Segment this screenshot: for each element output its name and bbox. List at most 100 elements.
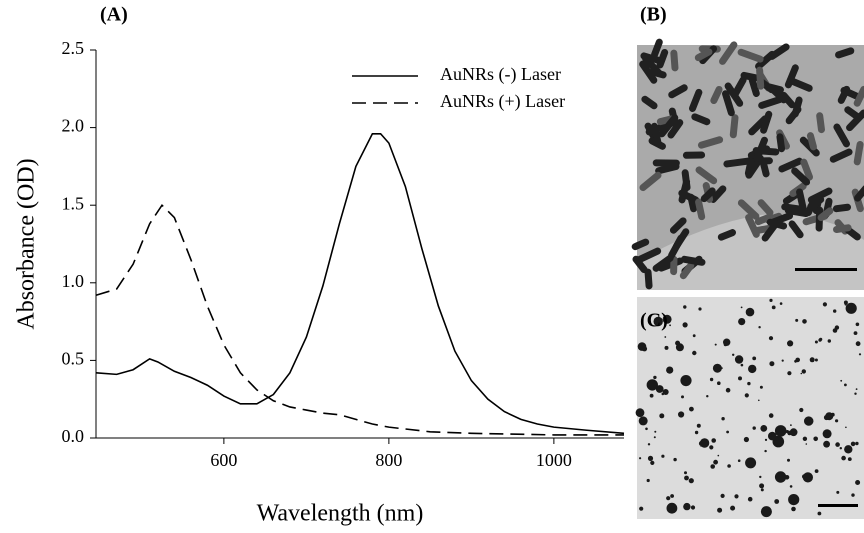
nanoparticle [738, 318, 746, 326]
nanorod [781, 203, 807, 214]
nanoparticle [817, 511, 822, 516]
panel-label: (A) [100, 4, 128, 26]
legend-label: AuNRs (+) Laser [440, 91, 565, 112]
y-tick-label: 1.0 [62, 271, 85, 291]
nanoparticle [790, 424, 792, 426]
nanorod [816, 112, 825, 134]
nanorod [691, 113, 711, 126]
nanoparticle [647, 455, 654, 461]
nanoparticle [664, 345, 669, 350]
nanorod [791, 167, 811, 186]
nanorod [766, 218, 788, 230]
nanoparticle [686, 376, 691, 381]
nanoparticle [774, 499, 780, 504]
nanoparticle [666, 502, 678, 514]
nanorod [835, 47, 855, 59]
nanoparticle [850, 441, 856, 447]
nanoparticle [666, 366, 674, 374]
nanoparticle [656, 318, 662, 324]
nanoparticle [662, 389, 669, 395]
nanoparticle [835, 419, 839, 423]
nanoparticle [709, 445, 714, 450]
nanoparticle [734, 355, 744, 364]
nanoparticle [832, 328, 838, 333]
scale-bar [818, 504, 858, 507]
nanoparticle [712, 363, 722, 373]
nanoparticle [764, 438, 768, 441]
nanoparticle [664, 336, 667, 338]
nanoparticle [649, 393, 654, 398]
nanorod [788, 220, 804, 239]
nanorod [719, 41, 738, 65]
nanorod [748, 76, 760, 98]
nanoparticle [737, 459, 741, 463]
x-tick-label: 1000 [536, 450, 572, 470]
nanoparticle [760, 425, 768, 432]
nanorod [695, 166, 718, 185]
nanoparticle [774, 471, 787, 483]
nanorod [776, 133, 786, 153]
nanoparticle [845, 426, 847, 429]
nanorod [737, 48, 764, 63]
nanoparticle [734, 494, 739, 499]
nanorod [635, 247, 662, 264]
nanorod [785, 106, 802, 125]
tem-image-c [635, 297, 864, 519]
nanorod [846, 109, 864, 132]
nanoparticle [840, 379, 843, 382]
nanoparticle [706, 395, 709, 398]
nanoparticle [745, 457, 757, 469]
nanorod [668, 84, 688, 99]
nanorod [631, 238, 650, 251]
nanorod [694, 48, 713, 62]
scale-bar [795, 268, 857, 271]
nanoparticle [768, 413, 774, 418]
nanoparticle [709, 377, 714, 382]
legend-label: AuNRs (-) Laser [440, 64, 561, 85]
image-bg [637, 297, 864, 519]
y-tick-label: 0.0 [62, 426, 85, 446]
nanorod [709, 185, 727, 203]
nanorod [758, 95, 784, 109]
nanoparticle [789, 428, 798, 437]
nanoparticle [854, 392, 857, 395]
nanorod [679, 261, 695, 280]
nanoparticle [855, 388, 858, 390]
nanoparticle [738, 376, 742, 381]
nanorod [780, 91, 796, 109]
series-line [95, 133, 625, 435]
nanorod [673, 228, 690, 250]
nanoparticle [692, 350, 697, 356]
nanoparticle [683, 502, 691, 511]
nanorod [832, 203, 852, 213]
nanorod [639, 171, 662, 192]
nanorod [680, 255, 706, 266]
nanoparticle [779, 302, 783, 305]
nanoparticle [768, 431, 777, 441]
nanoparticle [844, 383, 847, 387]
nanorod [722, 90, 735, 117]
nanoparticle [795, 357, 800, 363]
nanoparticle [802, 472, 814, 483]
nanoparticle [764, 449, 767, 453]
nanorod [650, 122, 662, 147]
nanoparticle [818, 338, 822, 342]
nanoparticle [666, 496, 671, 501]
y-tick-label: 2.5 [62, 38, 85, 58]
nanoparticle [740, 306, 743, 309]
nanoparticle [758, 399, 760, 402]
y-tick-label: 1.5 [62, 193, 85, 213]
nanorod [695, 198, 706, 221]
nanoparticle [638, 416, 648, 426]
nanoparticle [723, 342, 728, 347]
nanoparticle [845, 302, 857, 314]
nanorod [768, 43, 790, 60]
nanoparticle [711, 438, 716, 443]
nanoparticle [678, 411, 685, 418]
nanoparticle [747, 496, 753, 502]
nanoparticle [690, 505, 696, 510]
nanoparticle [675, 340, 681, 346]
nanoparticle [789, 485, 793, 488]
nanoparticle [855, 480, 861, 485]
